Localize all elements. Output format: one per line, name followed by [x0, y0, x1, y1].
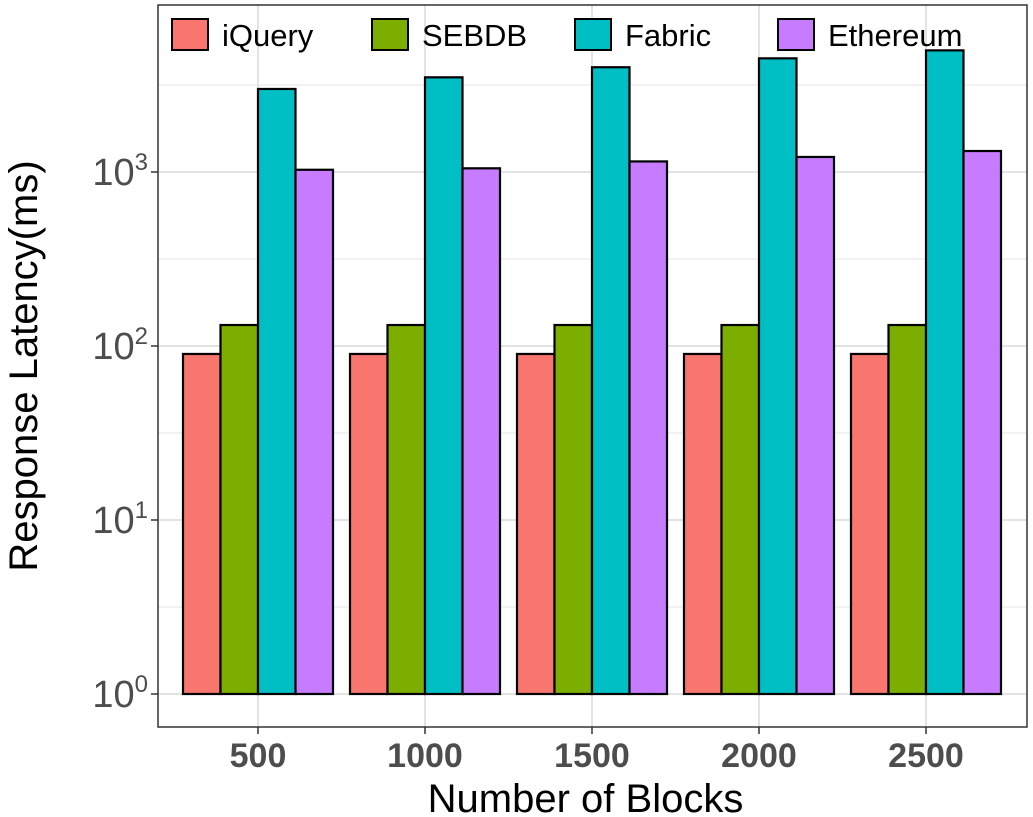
bar-fabric-2500: [924, 49, 965, 696]
y-tick-exponent: 2: [135, 323, 148, 350]
legend-label-sebdb: SEBDB: [422, 18, 527, 53]
y-tick-label: 101: [92, 497, 148, 542]
y-tick-label: 102: [92, 323, 148, 368]
bars: [181, 49, 1003, 696]
bar-iquery-500: [181, 352, 222, 696]
bar-ethereum-500: [294, 168, 335, 696]
bar-sebdb-2500: [887, 323, 928, 696]
bar-ethereum-2500: [962, 149, 1003, 696]
y-tick-exponent: 3: [135, 149, 148, 176]
x-tick-label: 500: [230, 737, 287, 775]
bar-iquery-2000: [682, 352, 723, 696]
x-axis-title: Number of Blocks: [428, 777, 744, 817]
bar-sebdb-1500: [553, 323, 594, 696]
legend-swatch-ethereum: [777, 18, 815, 51]
bar-ethereum-2000: [795, 155, 836, 696]
bar-sebdb-500: [219, 323, 260, 696]
y-tick-exponent: 1: [135, 497, 148, 524]
bar-sebdb-2000: [720, 323, 761, 696]
x-tick-label: 2000: [721, 737, 797, 775]
legend-swatch-fabric: [574, 18, 612, 51]
x-tick-label: 1000: [387, 737, 463, 775]
bar-fabric-1500: [590, 66, 631, 696]
bar-ethereum-1000: [461, 167, 502, 696]
legend-swatch-sebdb: [371, 18, 409, 51]
y-tick-base: 10: [92, 152, 134, 194]
legend-label-iquery: iQuery: [222, 18, 314, 53]
y-tick-label: 103: [92, 149, 148, 194]
bar-fabric-2000: [757, 57, 798, 696]
x-tick-label: 2500: [888, 737, 964, 775]
y-tick-base: 10: [92, 326, 134, 368]
y-tick-exponent: 0: [135, 671, 148, 698]
legend-swatch-iquery: [171, 18, 209, 51]
bar-iquery-1500: [515, 352, 556, 696]
y-tick-label: 100: [92, 671, 148, 716]
legend-label-fabric: Fabric: [625, 18, 711, 53]
bar-fabric-500: [256, 87, 297, 696]
bar-ethereum-1500: [628, 160, 669, 696]
y-tick-base: 10: [92, 674, 134, 716]
y-axis-title: Response Latency(ms): [2, 160, 46, 571]
bar-sebdb-1000: [386, 323, 427, 696]
bar-iquery-2500: [849, 352, 890, 696]
bar-iquery-1000: [348, 352, 389, 696]
bar-fabric-1000: [423, 76, 464, 696]
legend: iQuery SEBDB Fabric Ethereum: [171, 18, 962, 53]
x-tick-label: 1500: [554, 737, 630, 775]
legend-label-ethereum: Ethereum: [828, 18, 962, 53]
y-tick-base: 10: [92, 500, 134, 542]
x-axis: 500 1000 1500 2000 2500: [230, 727, 964, 775]
